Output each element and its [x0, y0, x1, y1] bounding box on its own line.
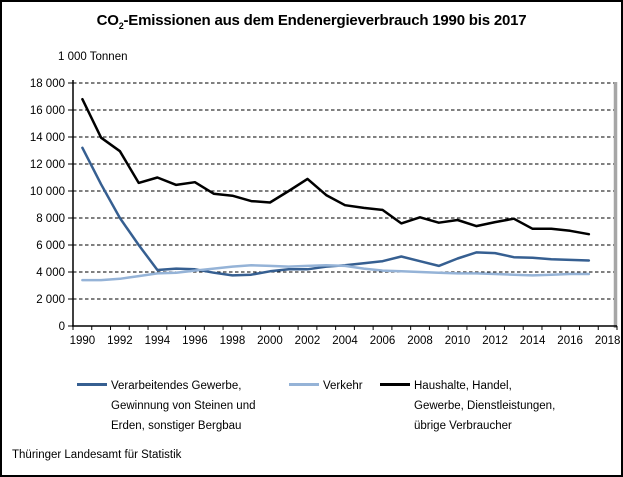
x-tick-label: 2018 — [595, 335, 621, 347]
legend-swatch-icon — [289, 383, 319, 386]
legend-swatch-icon — [77, 383, 107, 386]
page-title: CO2-Emissionen aus dem Endenergieverbrau… — [2, 12, 621, 31]
x-tick-label: 2010 — [445, 335, 471, 347]
title-subscript: 2 — [118, 21, 124, 31]
x-tick-label: 1998 — [220, 335, 246, 347]
series-line-2 — [81, 97, 591, 236]
y-tick-label: 14 000 — [30, 132, 65, 144]
title-prefix: CO — [96, 12, 119, 29]
x-tick-label: 1996 — [182, 335, 208, 347]
x-tick-label: 2000 — [257, 335, 283, 347]
x-tick-label: 1990 — [70, 335, 96, 347]
y-tick-label: 10 000 — [30, 186, 65, 198]
x-tick-label: 2004 — [332, 335, 358, 347]
y-axis-unit-label: 1 000 Tonnen — [58, 51, 128, 63]
source-text: Thüringer Landesamt für Statistik — [12, 449, 182, 461]
x-tick-label: 2002 — [295, 335, 321, 347]
y-tick-label: 4 000 — [36, 267, 65, 279]
x-tick-label: 1992 — [107, 335, 133, 347]
x-tick-label: 2006 — [370, 335, 396, 347]
title-rest: -Emissionen aus dem Endenergieverbrauch … — [123, 12, 527, 29]
y-tick-label: 2 000 — [36, 294, 65, 306]
legend-label: Verkehr — [323, 380, 363, 392]
y-tick-label: 6 000 — [36, 240, 65, 252]
legend-label: Verarbeitendes Gewerbe, Gewinnung von St… — [111, 380, 256, 432]
y-tick-label: 18 000 — [30, 78, 65, 90]
x-tick-label: 2012 — [482, 335, 508, 347]
x-tick-label: 2014 — [520, 335, 546, 347]
legend-label: Haushalte, Handel, Gewerbe, Dienstleistu… — [414, 380, 556, 432]
y-tick-label: 12 000 — [30, 159, 65, 171]
chart-legend: Verarbeitendes Gewerbe, Gewinnung von St… — [2, 376, 621, 442]
legend-item-verarbeitendes-gewerbe: Verarbeitendes Gewerbe, Gewinnung von St… — [77, 376, 287, 436]
series-line-1 — [81, 264, 591, 282]
y-tick-label: 16 000 — [30, 105, 65, 117]
legend-swatch-icon — [380, 383, 410, 386]
y-tick-label: 8 000 — [36, 213, 65, 225]
x-tick-label: 2008 — [407, 335, 433, 347]
series-line-0 — [81, 146, 591, 277]
x-tick-label: 2016 — [557, 335, 583, 347]
legend-item-verkehr: Verkehr — [289, 376, 374, 396]
y-tick-label: 0 — [59, 321, 65, 333]
chart-canvas: 0 2 000 4 000 6 000 8 000 10 000 12 000 14 000 1… — [30, 78, 621, 347]
x-tick-label: 1994 — [145, 335, 171, 347]
legend-item-haushalte: Haushalte, Handel, Gewerbe, Dienstleistu… — [380, 376, 600, 436]
